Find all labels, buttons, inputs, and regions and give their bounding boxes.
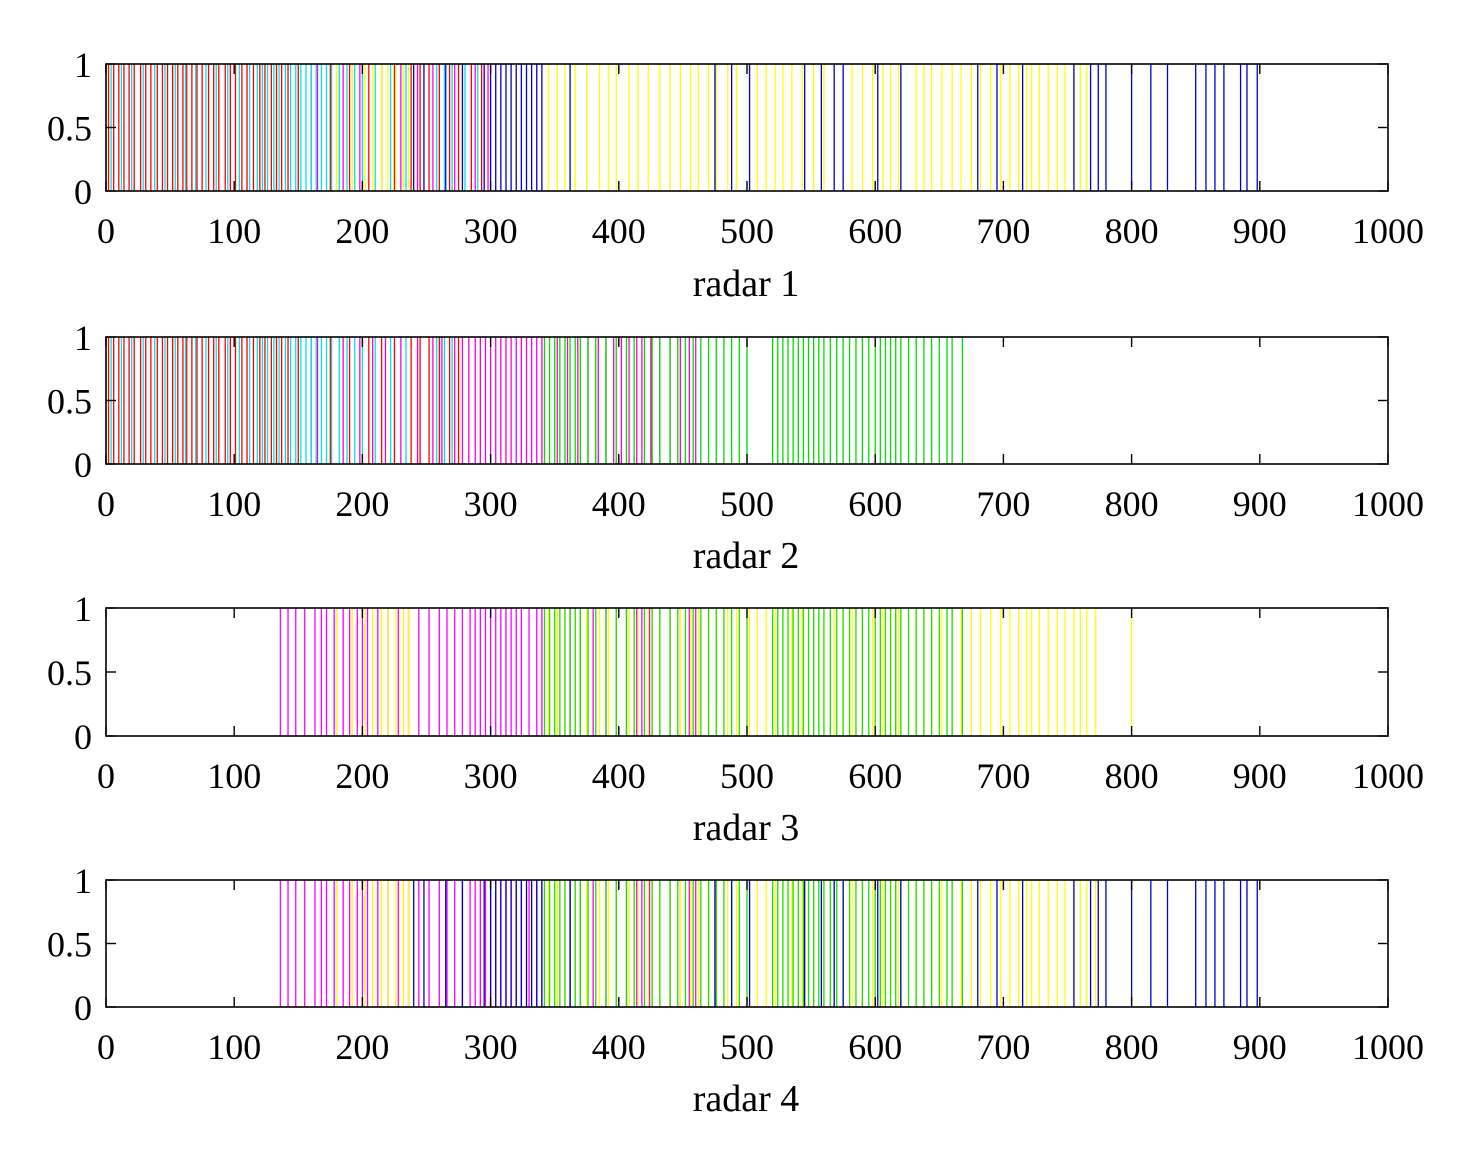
x-tick-label: 300 <box>464 756 518 796</box>
y-tick-label: 0.5 <box>47 653 92 693</box>
x-tick-label: 600 <box>848 211 902 251</box>
radar-1-event-lines <box>107 64 1258 191</box>
x-tick-label: 100 <box>207 211 261 251</box>
x-tick-label: 1000 <box>1352 1027 1424 1067</box>
x-tick-label: 900 <box>1233 1027 1287 1067</box>
x-tick-label: 1000 <box>1352 484 1424 524</box>
x-tick-label: 900 <box>1233 211 1287 251</box>
x-tick-label: 400 <box>592 1027 646 1067</box>
x-tick-label: 0 <box>97 484 115 524</box>
radar-1-xlabel: radar 1 <box>693 263 800 305</box>
x-tick-label: 400 <box>592 211 646 251</box>
x-tick-label: 600 <box>848 484 902 524</box>
radar-3-event-lines <box>279 608 1133 736</box>
x-tick-label: 700 <box>976 484 1030 524</box>
y-tick-label: 0 <box>74 988 92 1028</box>
x-tick-label: 100 <box>207 484 261 524</box>
y-tick-label: 0.5 <box>47 109 92 149</box>
x-tick-label: 100 <box>207 756 261 796</box>
y-tick-label: 1 <box>74 45 92 85</box>
x-tick-label: 800 <box>1105 211 1159 251</box>
x-tick-label: 800 <box>1105 1027 1159 1067</box>
x-tick-label: 800 <box>1105 484 1159 524</box>
y-tick-label: 1 <box>74 589 92 629</box>
radar-2-axes: 0 100 200 300 400 500 600 700 800 900 1000 0 0.5 1 <box>47 318 1424 524</box>
x-tick-label: 700 <box>976 211 1030 251</box>
subplot-radar-3: 0 100 200 300 400 500 600 700 800 900 1000 0 0.5 1 ra… <box>47 589 1424 849</box>
x-tick-label: 0 <box>97 1027 115 1067</box>
y-tick-label: 1 <box>74 861 92 901</box>
x-tick-label: 400 <box>592 756 646 796</box>
x-tick-label: 200 <box>335 1027 389 1067</box>
x-tick-label: 200 <box>335 756 389 796</box>
radar-2-xlabel: radar 2 <box>693 535 800 577</box>
x-tick-label: 700 <box>976 1027 1030 1067</box>
x-tick-label: 200 <box>335 484 389 524</box>
y-tick-label: 0 <box>74 445 92 485</box>
x-tick-label: 200 <box>335 211 389 251</box>
x-tick-label: 500 <box>720 756 774 796</box>
y-tick-label: 0 <box>74 172 92 212</box>
x-tick-label: 300 <box>464 1027 518 1067</box>
x-tick-label: 600 <box>848 1027 902 1067</box>
y-tick-label: 0.5 <box>47 925 92 965</box>
x-tick-label: 400 <box>592 484 646 524</box>
x-tick-label: 0 <box>97 756 115 796</box>
radar-3-xlabel: radar 3 <box>693 807 800 849</box>
radar-1-axes: 0 100 200 300 400 500 600 700 800 900 1000 0 0.5 1 <box>47 45 1424 251</box>
x-tick-label: 300 <box>464 484 518 524</box>
subplot-radar-1: 0 100 200 300 400 500 600 700 800 900 1000 0 0.5 1 ra… <box>47 45 1424 305</box>
x-tick-label: 300 <box>464 211 518 251</box>
radar-2-event-lines <box>107 337 964 464</box>
x-tick-label: 0 <box>97 211 115 251</box>
radar-4-axes: 0 100 200 300 400 500 600 700 800 900 1000 0 0.5 1 <box>47 861 1424 1067</box>
x-tick-label: 900 <box>1233 756 1287 796</box>
radar-3-axes: 0 100 200 300 400 500 600 700 800 900 1000 0 0.5 1 <box>47 589 1424 796</box>
x-tick-label: 800 <box>1105 756 1159 796</box>
y-tick-label: 0 <box>74 717 92 757</box>
subplot-radar-4: 0 100 200 300 400 500 600 700 800 900 1000 0 0.5 1 ra… <box>47 861 1424 1120</box>
x-tick-label: 500 <box>720 484 774 524</box>
radar-4-event-lines <box>279 880 1258 1007</box>
x-tick-label: 900 <box>1233 484 1287 524</box>
x-tick-label: 700 <box>976 756 1030 796</box>
x-tick-label: 1000 <box>1352 211 1424 251</box>
y-tick-label: 1 <box>74 318 92 358</box>
radar-4-xlabel: radar 4 <box>693 1078 800 1120</box>
x-tick-label: 500 <box>720 211 774 251</box>
x-tick-label: 1000 <box>1352 756 1424 796</box>
x-tick-label: 600 <box>848 756 902 796</box>
x-tick-label: 500 <box>720 1027 774 1067</box>
x-tick-label: 100 <box>207 1027 261 1067</box>
subplot-radar-2: 0 100 200 300 400 500 600 700 800 900 1000 0 0.5 1 ra… <box>47 318 1424 577</box>
y-tick-label: 0.5 <box>47 382 92 422</box>
